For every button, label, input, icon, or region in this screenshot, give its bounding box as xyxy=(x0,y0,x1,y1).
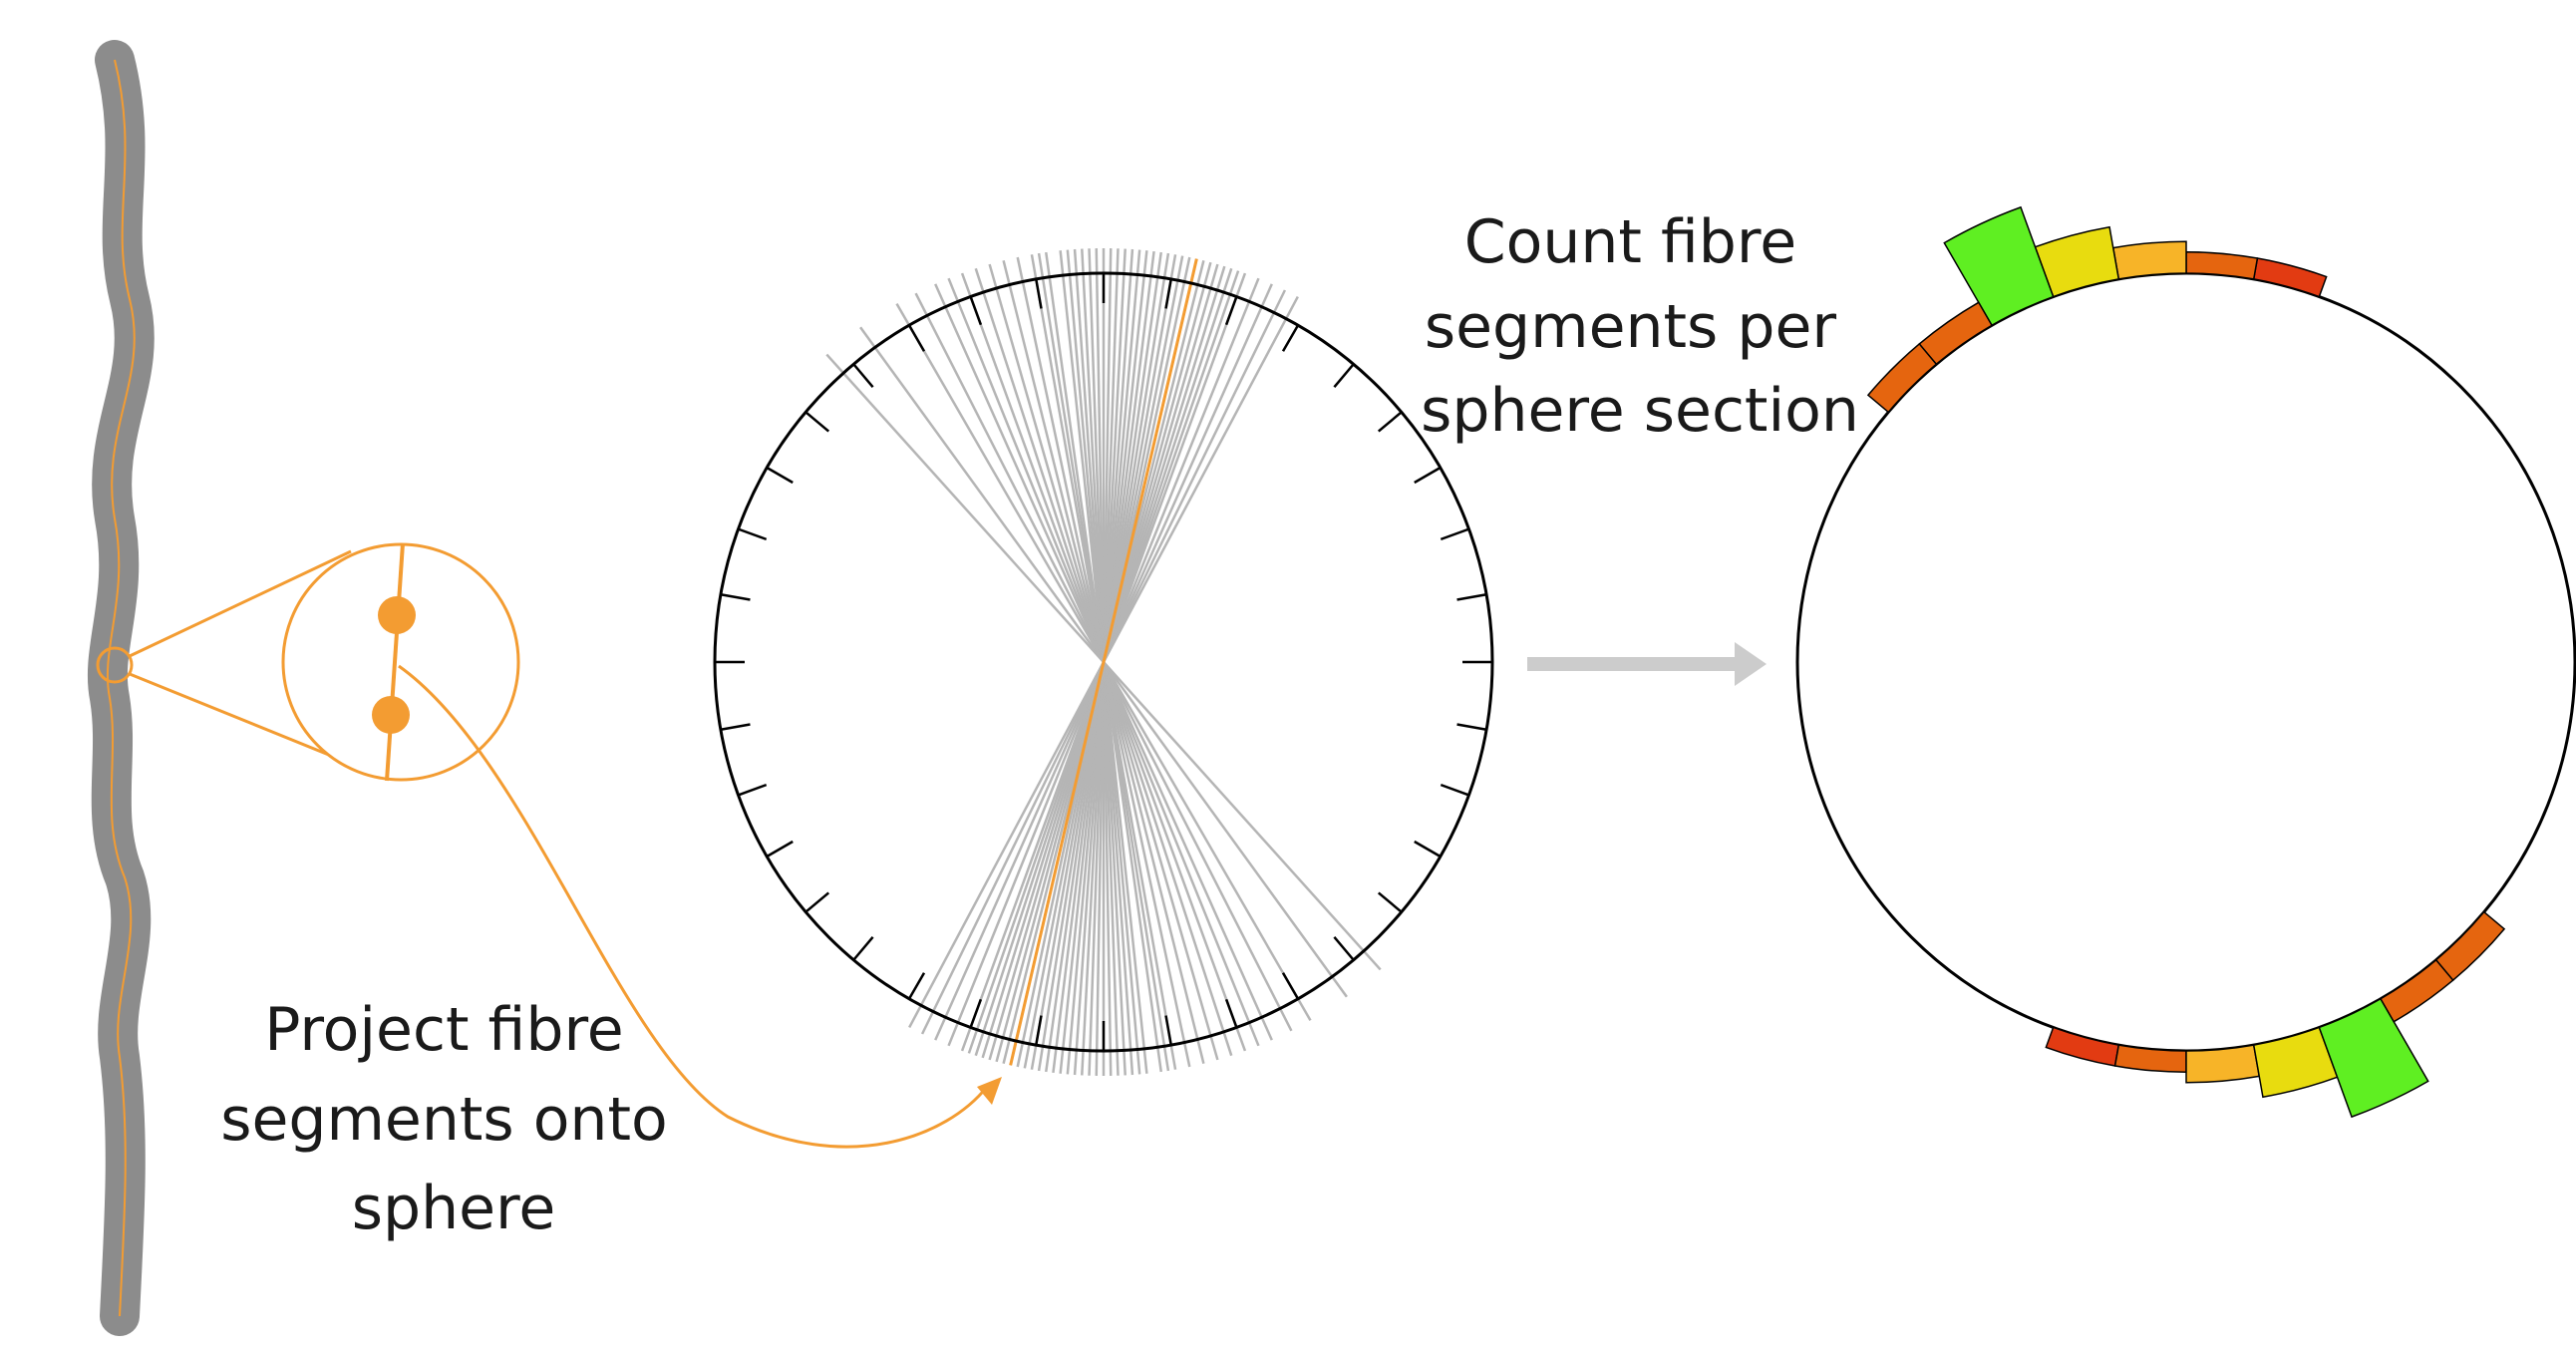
sphere-section-tick xyxy=(738,527,768,541)
sphere-section-tick xyxy=(1456,723,1487,731)
histogram-bar xyxy=(2034,225,2120,298)
sphere-section-tick xyxy=(1281,972,1300,1000)
projection-arrow-curve xyxy=(398,664,989,1149)
projection-sphere xyxy=(713,248,1494,1076)
sphere-section-tick xyxy=(1224,998,1238,1028)
sphere-section-tick xyxy=(1377,891,1403,913)
sphere-section-tick xyxy=(1164,1015,1172,1046)
zoom-inset xyxy=(96,542,520,782)
fibre-body xyxy=(87,40,155,1336)
segment-node-top xyxy=(378,596,416,634)
histogram-bar xyxy=(2252,257,2328,298)
flow-arrow-head xyxy=(1735,642,1767,686)
sphere-section-tick xyxy=(1440,783,1469,797)
project-label-line-3: sphere xyxy=(352,1174,556,1243)
highlighted-projected-segment xyxy=(1009,258,1198,1066)
sphere-section-tick xyxy=(1333,935,1355,961)
zoom-connector-bottom xyxy=(129,672,352,766)
sphere-section-tick xyxy=(720,593,751,601)
histogram-bar xyxy=(2045,1026,2120,1067)
sphere-section-tick xyxy=(1035,1015,1043,1046)
histogram-bar xyxy=(1866,342,1938,414)
svg-text:Count fibre segments per: Count fibre segments per sphere section xyxy=(1421,207,1859,446)
fibre-strand xyxy=(87,40,155,1336)
histogram-bar xyxy=(1918,301,1994,366)
histogram-bar xyxy=(2252,1026,2339,1099)
histogram-bar xyxy=(1943,205,2055,327)
histogram-sphere xyxy=(1795,205,2576,1119)
zoom-connector-top xyxy=(129,549,352,658)
sphere-section-tick xyxy=(1333,363,1355,389)
sphere-section-tick xyxy=(720,723,751,731)
projection-arrow-head xyxy=(977,1077,1002,1105)
sphere-section-tick xyxy=(1035,278,1043,309)
projection-arrow xyxy=(398,664,1002,1149)
project-label-line-2: segments onto xyxy=(220,1085,667,1155)
count-label-line-2: segments per xyxy=(1425,292,1837,362)
histogram-bar xyxy=(2318,997,2429,1119)
histogram-bar xyxy=(2185,1044,2261,1084)
sphere-section-tick xyxy=(907,324,926,352)
sphere-section-tick xyxy=(1224,296,1238,326)
sphere-section-tick xyxy=(907,972,926,1000)
histogram-bar xyxy=(2185,251,2259,280)
sphere-section-tick xyxy=(969,998,983,1028)
histogram-bar xyxy=(2434,910,2506,982)
histogram-sphere-outline xyxy=(1795,271,2576,1053)
sphere-section-tick xyxy=(766,466,794,485)
svg-text:Project fibre segments ont: Project fibre segments onto sphere xyxy=(220,995,687,1243)
project-label-line-1: Project fibre xyxy=(264,995,624,1065)
sphere-section-tick xyxy=(1440,527,1469,541)
fibre-axis xyxy=(106,59,136,1317)
segment-node-bottom xyxy=(372,696,410,734)
flow-arrow xyxy=(1527,642,1767,686)
sphere-section-tick xyxy=(1456,593,1487,601)
sphere-section-tick xyxy=(738,783,768,797)
sphere-section-tick xyxy=(766,840,794,858)
histogram-bars xyxy=(1866,205,2506,1119)
sphere-section-tick xyxy=(805,411,830,433)
histogram-bar xyxy=(2111,240,2187,280)
sphere-section-tick xyxy=(1164,278,1172,309)
sphere-section-tick xyxy=(969,296,983,326)
sphere-section-tick xyxy=(852,935,874,961)
sphere-section-tick xyxy=(852,363,874,389)
sphere-section-tick xyxy=(1377,411,1403,433)
sphere-section-tick xyxy=(1414,466,1442,485)
count-label-line-3: sphere section xyxy=(1421,376,1859,446)
segment-line xyxy=(385,542,405,782)
sphere-section-tick xyxy=(1281,324,1300,352)
sphere-section-ticks xyxy=(715,273,1492,1051)
count-label-line-1: Count fibre xyxy=(1464,207,1796,277)
sphere-section-tick xyxy=(1414,840,1442,858)
sphere-section-tick xyxy=(805,891,830,913)
histogram-bar xyxy=(2379,958,2454,1023)
zoom-source-circle xyxy=(96,646,134,684)
histogram-bar xyxy=(2113,1044,2187,1073)
